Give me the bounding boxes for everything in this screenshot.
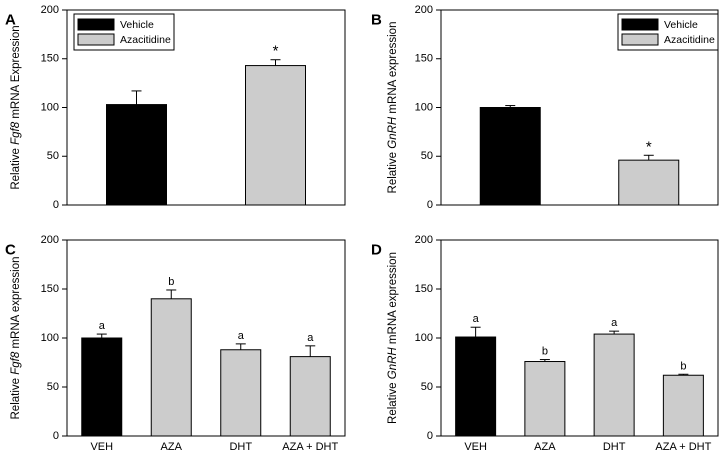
y-axis-label-part: mRNA expression [387, 22, 399, 117]
bar-aza-dht [289, 356, 331, 437]
y-tick-label: 0 [53, 199, 59, 211]
legend-swatch [77, 33, 115, 46]
panel-label: B [371, 11, 382, 28]
significance-letter: a [611, 317, 618, 329]
bar-vehicle [479, 107, 541, 206]
y-tick-label: 150 [415, 53, 433, 65]
y-tick-label: 100 [41, 101, 59, 113]
x-category-label: AZA + DHT [282, 441, 338, 453]
y-axis-label: Relative GnRH mRNA expression [387, 252, 399, 424]
y-tick-label: 100 [41, 332, 59, 344]
x-category-label: AZA [534, 441, 556, 453]
bar-aza-dht [662, 374, 704, 437]
bar-azacitidine [618, 159, 680, 206]
chart-panel-d: D Relative GnRH mRNA expression 0 50 100 150 2… [371, 234, 719, 453]
legend-label: Azacitidine [664, 34, 715, 46]
bar-veh [81, 337, 123, 437]
bar-aza [150, 298, 192, 437]
significance-letter: a [473, 313, 480, 325]
significance-letter: b [680, 360, 686, 372]
panel-label: A [5, 11, 16, 28]
panel-label: D [371, 241, 382, 258]
y-tick-label: 200 [415, 4, 433, 16]
significance-letter: b [542, 346, 548, 358]
bar-aza [524, 361, 566, 437]
legend-label: Azacitidine [120, 34, 171, 46]
y-axis-label-part: mRNA Expression [10, 25, 22, 122]
x-category-label: VEH [464, 441, 487, 453]
y-tick-label: 200 [41, 4, 59, 16]
bar-dht [220, 349, 262, 437]
y-axis-label-part: Relative [10, 375, 22, 420]
x-category-label: DHT [603, 441, 626, 453]
y-axis-label-part: GnRH [387, 116, 399, 149]
significance-letter: a [307, 332, 314, 344]
y-tick-label: 50 [47, 150, 59, 162]
significance-letter: b [168, 276, 174, 288]
y-tick-label: 100 [415, 101, 433, 113]
y-axis-label-part: GnRH [387, 347, 399, 380]
chart-panel-b: B Relative GnRH mRNA expression 0 50 100 150 2… [371, 4, 719, 211]
y-tick-label: 50 [421, 381, 433, 393]
legend-swatch [621, 18, 659, 31]
bar-azacitidine [245, 65, 306, 206]
y-axis-label-part: Fgf8 [10, 351, 22, 375]
bar-vehicle [106, 104, 167, 206]
y-tick-label: 200 [415, 234, 433, 246]
y-tick-label: 150 [415, 283, 433, 295]
significance-letter: a [99, 320, 106, 332]
x-category-label: VEH [90, 441, 113, 453]
legend-label: Vehicle [664, 19, 698, 31]
x-category-label: AZA + DHT [655, 441, 711, 453]
bar-veh [455, 336, 497, 437]
y-axis-label-part: Relative [387, 149, 399, 194]
y-axis-label-part: mRNA expression [387, 252, 399, 347]
legend: Vehicle Azacitidine [73, 13, 175, 51]
legend-swatch [621, 33, 659, 46]
y-tick-label: 0 [427, 199, 433, 211]
y-tick-label: 0 [427, 430, 433, 442]
y-axis-label-part: mRNA expression [10, 257, 22, 352]
y-tick-label: 50 [421, 150, 433, 162]
significance-letter: a [238, 330, 245, 342]
y-axis-label: Relative Fgf8 mRNA Expression [10, 25, 22, 189]
y-tick-label: 0 [53, 430, 59, 442]
y-tick-label: 150 [41, 283, 59, 295]
bar-dht [593, 333, 635, 437]
significance-star: * [646, 138, 652, 155]
y-axis-label-part: Fgf8 [10, 121, 22, 145]
significance-star: * [273, 43, 279, 60]
y-axis-label: Relative GnRH mRNA expression [387, 22, 399, 194]
y-tick-label: 50 [47, 381, 59, 393]
y-tick-label: 100 [415, 332, 433, 344]
panel-label: C [5, 241, 16, 258]
x-category-label: DHT [229, 441, 252, 453]
legend-swatch [77, 18, 115, 31]
y-axis-label-part: Relative [387, 379, 399, 424]
y-axis-label-part: Relative [10, 145, 22, 190]
y-axis-label: Relative Fgf8 mRNA expression [10, 257, 22, 420]
x-category-label: AZA [161, 441, 183, 453]
y-tick-label: 150 [41, 53, 59, 65]
legend: Vehicle Azacitidine [617, 13, 719, 51]
legend-label: Vehicle [120, 19, 154, 31]
y-tick-label: 200 [41, 234, 59, 246]
